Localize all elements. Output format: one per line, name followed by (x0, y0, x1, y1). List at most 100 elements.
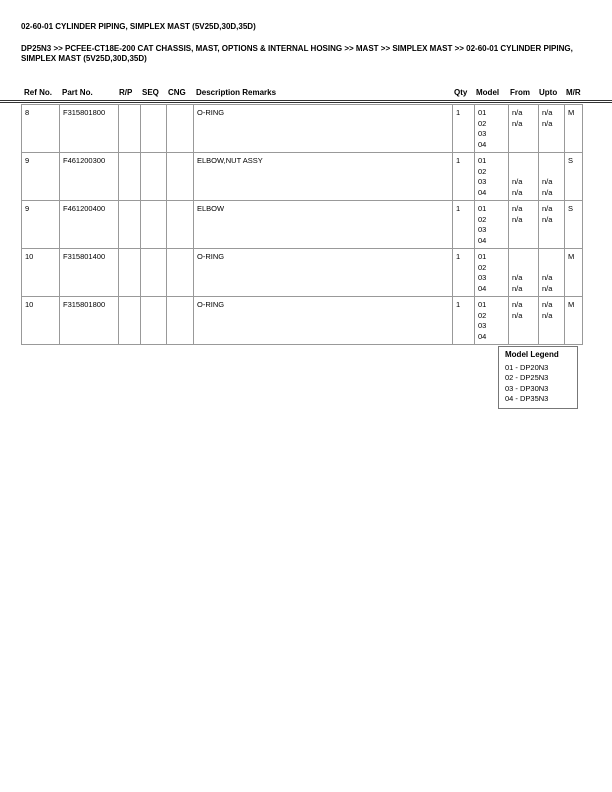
model-cell-line: 01 (478, 156, 487, 165)
model-cell-line: 03 (478, 225, 487, 234)
parts-table: 8 F315801800 O-RING 1 01 02 03 04 n/a n/a n/a n/a M 9… (21, 104, 583, 345)
description-cell: ELBOW (193, 200, 453, 249)
from-cell-line: n/a (512, 310, 523, 320)
rp-cell (118, 248, 141, 297)
upto-cell-line: n/a (542, 187, 553, 197)
model-cell-line: 03 (478, 321, 487, 330)
description-cell: O-RING (193, 104, 453, 153)
model-cell-line: 02 (478, 166, 487, 176)
mr-cell: S (564, 152, 583, 201)
rp-cell (118, 104, 141, 153)
model-cell-line: 01 (478, 204, 487, 213)
rp-cell (118, 296, 141, 345)
table-row: 9 F461200300 ELBOW,NUT ASSY 1 01 02 03 04 n/a n/a… (21, 152, 583, 201)
from-cell-line (512, 321, 535, 332)
from-cell-line: n/a (512, 187, 523, 197)
model-cell-line: 01 (478, 108, 487, 117)
upto-cell: n/a n/a (538, 296, 565, 345)
from-cell-line: n/a (512, 108, 523, 117)
upto-cell-line: n/a (542, 283, 553, 293)
mr-cell: M (564, 248, 583, 297)
upto-cell-line (542, 225, 561, 236)
cng-cell (166, 104, 194, 153)
mr-cell: S (564, 200, 583, 249)
ref-no-cell: 9 (21, 200, 60, 249)
from-cell: n/a n/a (508, 104, 539, 153)
seq-cell (140, 104, 167, 153)
cng-cell (166, 200, 194, 249)
upto-cell-line (542, 236, 561, 247)
from-cell-line: n/a (512, 273, 523, 282)
from-cell-line: n/a (512, 204, 523, 213)
legend-title: Model Legend (505, 350, 559, 359)
qty-cell: 1 (452, 200, 475, 249)
mr-cell: M (564, 296, 583, 345)
from-cell: n/a n/a (508, 296, 539, 345)
qty-cell: 1 (452, 248, 475, 297)
seq-cell (140, 248, 167, 297)
model-cell-line: 04 (478, 235, 487, 245)
model-cell: 01 02 03 04 (474, 152, 509, 201)
from-cell-line (512, 263, 535, 274)
cng-cell (166, 248, 194, 297)
model-cell: 01 02 03 04 (474, 104, 509, 153)
model-legend: Model Legend 01 - DP20N3 02 - DP25N3 03 … (498, 346, 578, 409)
rp-cell (118, 152, 141, 201)
upto-cell-line (542, 263, 561, 274)
upto-cell: n/a n/a (538, 104, 565, 153)
upto-cell-line: n/a (542, 310, 553, 320)
ref-no-cell: 8 (21, 104, 60, 153)
from-cell-line (512, 140, 535, 151)
upto-cell-line: n/a (542, 273, 553, 282)
from-cell-line: n/a (512, 214, 523, 224)
column-header-rp: R/P (119, 88, 133, 97)
column-header-model: Model (476, 88, 500, 97)
breadcrumb: DP25N3 >> PCFEE-CT18E-200 CAT CHASSIS, M… (21, 44, 573, 63)
from-cell-line (512, 236, 535, 247)
model-cell-line: 02 (478, 310, 487, 320)
model-cell: 01 02 03 04 (474, 200, 509, 249)
legend-item: 04 - DP35N3 (505, 394, 549, 403)
from-cell-line: n/a (512, 300, 523, 309)
model-cell-line: 04 (478, 139, 487, 149)
column-header-description: Description Remarks (196, 88, 277, 97)
upto-cell-line: n/a (542, 300, 553, 309)
mr-cell: M (564, 104, 583, 153)
upto-cell-line: n/a (542, 177, 553, 186)
upto-cell-line: n/a (542, 108, 553, 117)
from-cell-line: n/a (512, 118, 523, 128)
part-no-cell: F315801800 (59, 104, 119, 153)
from-cell-line (512, 167, 535, 178)
upto-cell-line (542, 156, 561, 167)
upto-cell: n/a n/a (538, 200, 565, 249)
ref-no-cell: 10 (21, 248, 60, 297)
table-row: 10 F315801800 O-RING 1 01 02 03 04 n/a n/a n/a n/a M (21, 296, 583, 345)
qty-cell: 1 (452, 104, 475, 153)
seq-cell (140, 152, 167, 201)
seq-cell (140, 200, 167, 249)
from-cell-line (512, 332, 535, 343)
from-cell: n/a n/a (508, 248, 539, 297)
description-cell: O-RING (193, 248, 453, 297)
column-header-ref-no: Ref No. (24, 88, 52, 97)
ref-no-cell: 9 (21, 152, 60, 201)
qty-cell: 1 (452, 152, 475, 201)
legend-item: 02 - DP25N3 (505, 373, 549, 382)
table-row: 9 F461200400 ELBOW 1 01 02 03 04 n/a n/a n/a n/a S (21, 200, 583, 249)
upto-cell-line (542, 167, 561, 178)
model-cell-line: 03 (478, 273, 487, 282)
column-header-mr: M/R (566, 88, 581, 97)
from-cell-line (512, 225, 535, 236)
qty-cell: 1 (452, 296, 475, 345)
header-rule (0, 100, 612, 103)
ref-no-cell: 10 (21, 296, 60, 345)
upto-cell-line (542, 140, 561, 151)
upto-cell-line (542, 252, 561, 263)
from-cell: n/a n/a (508, 152, 539, 201)
column-header-qty: Qty (454, 88, 468, 97)
model-cell-line: 04 (478, 331, 487, 341)
from-cell: n/a n/a (508, 200, 539, 249)
legend-item: 03 - DP30N3 (505, 383, 549, 393)
table-row: 8 F315801800 O-RING 1 01 02 03 04 n/a n/a n/a n/a M (21, 104, 583, 153)
model-cell-line: 04 (478, 283, 487, 293)
